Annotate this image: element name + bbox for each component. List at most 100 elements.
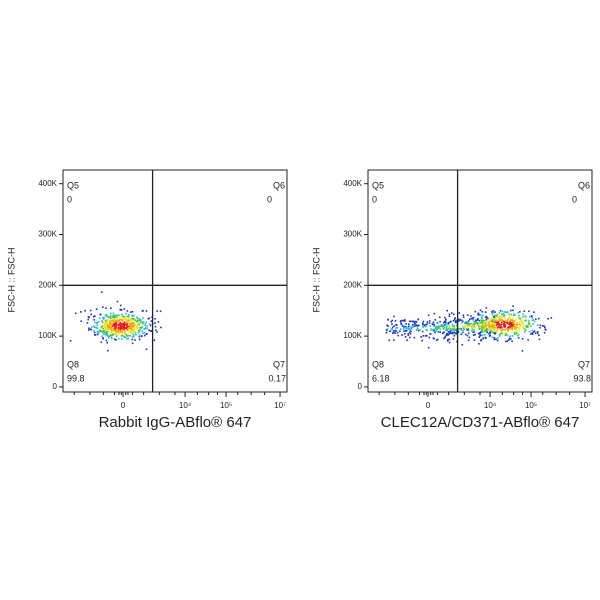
event-dot	[130, 332, 132, 334]
event-dot	[107, 336, 110, 339]
event-dot	[109, 314, 112, 317]
event-dot	[139, 328, 141, 331]
event-dot	[124, 330, 126, 333]
event-dot	[127, 337, 129, 340]
event-dot	[461, 321, 463, 324]
event-dot	[453, 325, 455, 327]
event-dot	[492, 315, 494, 317]
event-dot	[121, 334, 123, 337]
event-dot	[502, 315, 505, 317]
event-dot	[407, 333, 410, 335]
event-dot	[490, 327, 493, 330]
event-dot	[477, 323, 479, 325]
event-dot	[144, 323, 147, 325]
event-dot	[486, 331, 488, 334]
event-dot	[544, 326, 546, 329]
event-dot	[125, 318, 128, 321]
event-dot	[451, 332, 454, 335]
event-dot	[112, 328, 115, 330]
event-dot	[103, 326, 106, 329]
event-dot	[417, 324, 420, 327]
event-dot	[452, 329, 454, 331]
event-dot	[520, 323, 522, 326]
event-dot	[514, 333, 516, 336]
event-dot	[142, 317, 144, 319]
event-dot	[410, 327, 413, 330]
event-dot	[538, 338, 541, 341]
event-dot	[141, 330, 144, 332]
event-dot	[494, 318, 496, 321]
event-dot	[397, 334, 399, 337]
event-dot	[117, 326, 120, 329]
event-dot	[80, 320, 82, 323]
event-dot	[422, 323, 424, 326]
event-dot	[508, 316, 511, 318]
event-dot	[495, 327, 498, 329]
event-dot	[471, 324, 473, 326]
event-dot	[98, 321, 100, 323]
event-dot	[470, 322, 472, 325]
event-dot	[447, 334, 449, 336]
event-dot	[537, 317, 540, 320]
event-dot	[448, 315, 451, 318]
event-dot	[498, 324, 500, 327]
event-dot	[449, 330, 452, 333]
event-dot	[454, 332, 457, 335]
event-dot	[465, 321, 467, 323]
quadrant-value: 0.17	[268, 373, 286, 383]
event-dot	[494, 333, 496, 335]
event-dot	[491, 331, 494, 334]
event-dot	[513, 314, 515, 317]
event-dot	[498, 320, 500, 322]
quadrant-value: 99.8	[67, 373, 85, 383]
event-dot	[115, 321, 117, 324]
event-dot	[105, 339, 108, 342]
event-dot	[518, 311, 521, 313]
event-dot	[122, 323, 124, 326]
event-dot	[445, 327, 448, 329]
event-dot	[114, 314, 117, 316]
event-dot	[393, 315, 395, 318]
event-dot	[443, 324, 446, 326]
event-dot	[433, 312, 436, 315]
event-dot	[452, 338, 455, 340]
event-dot	[477, 313, 479, 316]
event-dot	[145, 348, 148, 351]
event-dot	[131, 325, 134, 327]
event-dot	[104, 314, 107, 317]
x-axis-label: CLEC12A/CD371-ABflo® 647	[381, 414, 580, 431]
event-dot	[539, 324, 542, 327]
event-dot	[515, 328, 518, 331]
event-dot	[527, 326, 529, 328]
event-dot	[420, 336, 422, 338]
event-dot	[113, 323, 116, 325]
event-dot	[90, 328, 93, 331]
event-dot	[453, 326, 456, 329]
event-dot	[402, 328, 405, 330]
event-dot	[126, 329, 129, 331]
event-dot	[116, 332, 118, 334]
event-dot	[522, 316, 524, 318]
event-dot	[94, 315, 96, 317]
event-dot	[516, 330, 518, 332]
x-tick-label: 10⁵	[525, 401, 537, 410]
event-dot	[386, 329, 388, 332]
event-dot	[101, 317, 104, 319]
event-dot	[489, 330, 491, 333]
event-dot	[508, 336, 511, 338]
event-dot	[461, 325, 463, 328]
event-dot	[114, 321, 116, 323]
event-dot	[124, 318, 126, 320]
event-dot	[433, 328, 435, 331]
event-dot	[426, 323, 428, 325]
event-dot	[116, 314, 118, 317]
event-dot	[441, 325, 443, 328]
event-dot	[470, 317, 473, 320]
event-dot	[493, 337, 496, 339]
event-dot	[444, 322, 447, 324]
event-dot	[500, 328, 503, 330]
event-dot	[115, 332, 117, 334]
event-dot	[493, 326, 495, 329]
event-dot	[113, 319, 116, 321]
event-dot	[493, 320, 496, 322]
